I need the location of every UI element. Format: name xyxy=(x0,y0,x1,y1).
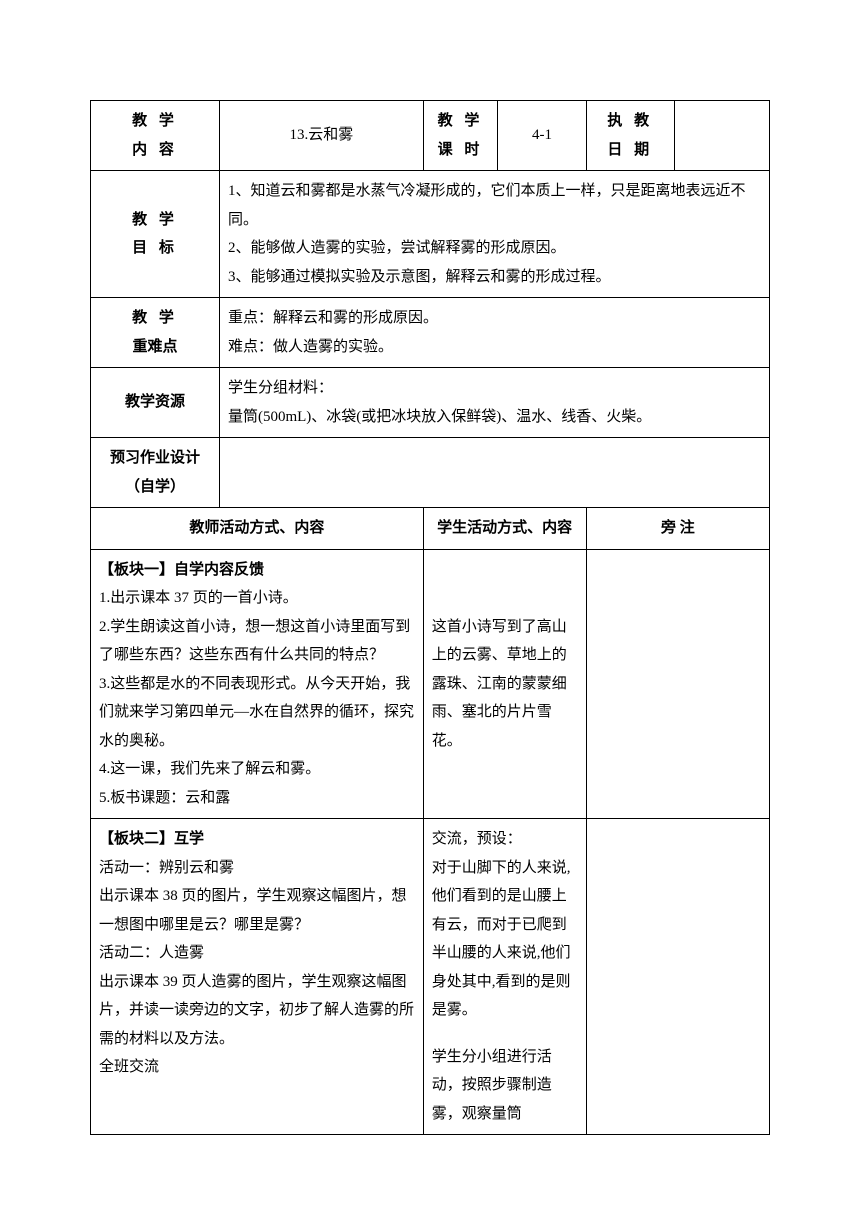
prework-label: 预习作业设计 （自学） xyxy=(91,438,220,508)
difficulties-label-line2: 重难点 xyxy=(99,333,211,362)
block2-t4: 出示课本 39 页人造雾的图片，学生观察这幅图片，并读一读旁边的文字，初步了解人… xyxy=(99,968,415,1054)
prework-value xyxy=(219,438,769,508)
block1-teacher: 【板块一】自学内容反馈 1.出示课本 37 页的一首小诗。 2.学生朗读这首小诗… xyxy=(91,549,424,819)
difficulties-content: 重点：解释云和雾的形成原因。 难点：做人造雾的实验。 xyxy=(219,298,769,368)
objectives-content: 1、知道云和雾都是水蒸气冷凝形成的，它们本质上一样，只是距离地表远近不同。 2、… xyxy=(219,171,769,298)
block2-t5: 全班交流 xyxy=(99,1053,415,1082)
block2-teacher: 【板块二】互学 活动一：辨别云和雾 出示课本 38 页的图片，学生观察这幅图片，… xyxy=(91,819,424,1135)
notes-col-header: 旁 注 xyxy=(586,508,769,550)
content-label-line1: 教 学 xyxy=(99,107,211,136)
block2-t1: 活动一：辨别云和雾 xyxy=(99,854,415,883)
prework-label-line2: （自学） xyxy=(99,473,211,502)
period-label-line2: 课 时 xyxy=(432,136,490,165)
resources-line2: 量筒(500mL)、冰袋(或把冰块放入保鲜袋)、温水、线香、火柴。 xyxy=(228,403,761,432)
teacher-col-header: 教师活动方式、内容 xyxy=(91,508,424,550)
block2-student: 交流，预设： 对于山脚下的人来说,他们看到的是山腰上有云，而对于已爬到半山腰的人… xyxy=(423,819,586,1135)
block1-t3: 3.这些都是水的不同表现形式。从今天开始，我们就来学习第四单元—水在自然界的循环… xyxy=(99,670,415,756)
date-label: 执 教 日 期 xyxy=(586,101,674,171)
date-label-line2: 日 期 xyxy=(595,136,666,165)
block2-notes xyxy=(586,819,769,1135)
difficulties-label-line1: 教 学 xyxy=(99,304,211,333)
difficulties-line2: 难点：做人造雾的实验。 xyxy=(228,333,761,362)
resources-content: 学生分组材料： 量筒(500mL)、冰袋(或把冰块放入保鲜袋)、温水、线香、火柴… xyxy=(219,368,769,438)
block2-s1: 交流，预设： xyxy=(432,825,578,854)
objectives-line2: 2、能够做人造雾的实验，尝试解释雾的形成原因。 xyxy=(228,234,761,263)
lesson-plan-table: 教 学 内 容 13.云和雾 教 学 课 时 4-1 执 教 日 期 教 学 目… xyxy=(90,100,770,1135)
content-value: 13.云和雾 xyxy=(219,101,423,171)
date-label-line1: 执 教 xyxy=(595,107,666,136)
objectives-line1: 1、知道云和雾都是水蒸气冷凝形成的，它们本质上一样，只是距离地表远近不同。 xyxy=(228,177,761,234)
content-label: 教 学 内 容 xyxy=(91,101,220,171)
period-label: 教 学 课 时 xyxy=(423,101,498,171)
objectives-label: 教 学 目 标 xyxy=(91,171,220,298)
block1-student: 这首小诗写到了高山上的云雾、草地上的露珠、江南的蒙蒙细雨、塞北的片片雪花。 xyxy=(423,549,586,819)
objectives-label-line1: 教 学 xyxy=(99,206,211,235)
spacer xyxy=(432,1025,578,1043)
block2-t2: 出示课本 38 页的图片，学生观察这幅图片，想一想图中哪里是云？哪里是雾？ xyxy=(99,882,415,939)
objectives-line3: 3、能够通过模拟实验及示意图，解释云和雾的形成过程。 xyxy=(228,263,761,292)
student-col-header: 学生活动方式、内容 xyxy=(423,508,586,550)
block1-t5: 5.板书课题：云和露 xyxy=(99,784,415,813)
period-label-line1: 教 学 xyxy=(432,107,490,136)
period-value: 4-1 xyxy=(498,101,586,171)
block2-title: 【板块二】互学 xyxy=(99,825,415,854)
objectives-label-line2: 目 标 xyxy=(99,234,211,263)
block1-s1: 这首小诗写到了高山上的云雾、草地上的露珠、江南的蒙蒙细雨、塞北的片片雪花。 xyxy=(432,613,578,756)
content-label-line2: 内 容 xyxy=(99,136,211,165)
block1-t2: 2.学生朗读这首小诗，想一想这首小诗里面写到了哪些东西？这些东西有什么共同的特点… xyxy=(99,613,415,670)
prework-label-line1: 预习作业设计 xyxy=(99,444,211,473)
date-value xyxy=(674,101,769,171)
resources-label: 教学资源 xyxy=(91,368,220,438)
block2-s3: 学生分小组进行活动，按照步骤制造雾，观察量筒 xyxy=(432,1043,578,1129)
difficulties-line1: 重点：解释云和雾的形成原因。 xyxy=(228,304,761,333)
block1-t4: 4.这一课，我们先来了解云和雾。 xyxy=(99,755,415,784)
difficulties-label: 教 学 重难点 xyxy=(91,298,220,368)
resources-line1: 学生分组材料： xyxy=(228,374,761,403)
block1-t1: 1.出示课本 37 页的一首小诗。 xyxy=(99,584,415,613)
block2-s2: 对于山脚下的人来说,他们看到的是山腰上有云，而对于已爬到半山腰的人来说,他们身处… xyxy=(432,854,578,1025)
block1-notes xyxy=(586,549,769,819)
block1-title: 【板块一】自学内容反馈 xyxy=(99,556,415,585)
block2-t3: 活动二：人造雾 xyxy=(99,939,415,968)
